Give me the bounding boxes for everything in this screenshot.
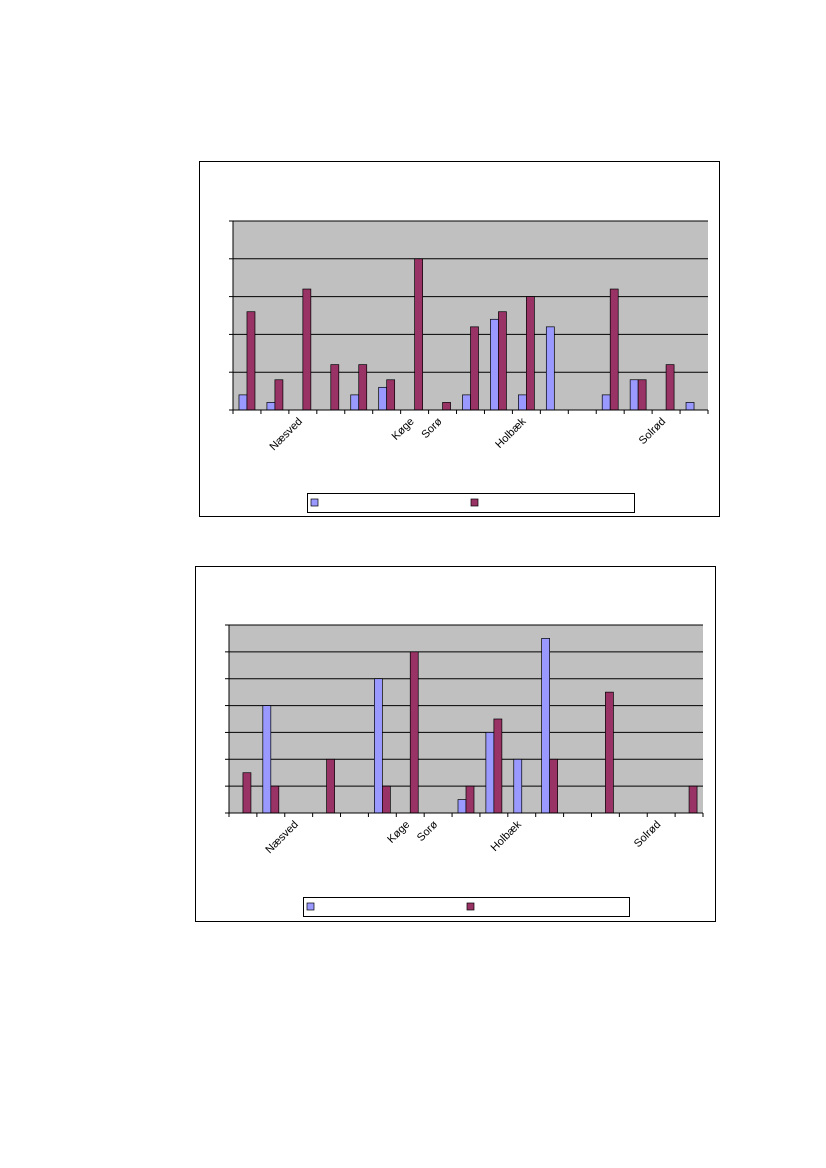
bar [358, 364, 368, 411]
bar [374, 678, 383, 814]
bar [601, 394, 611, 411]
bar [526, 296, 535, 411]
legend-box [303, 897, 630, 917]
bar [270, 785, 280, 814]
bar [238, 394, 248, 411]
bar [513, 758, 523, 814]
bar [545, 326, 555, 411]
plot-area [229, 625, 703, 813]
legend-swatch [306, 902, 315, 911]
bar [541, 638, 550, 814]
bar [274, 379, 284, 411]
bar [350, 394, 360, 411]
bar [242, 772, 252, 814]
bar [688, 785, 698, 814]
bar [518, 394, 527, 411]
legend-swatch [310, 498, 319, 507]
legend-swatch [470, 498, 479, 507]
bar [498, 311, 507, 411]
bar [382, 785, 391, 814]
bar [685, 402, 695, 411]
bar [246, 311, 256, 411]
bar [442, 402, 451, 411]
bar [326, 758, 335, 814]
bar [490, 318, 499, 411]
bar [629, 379, 639, 411]
bar [462, 394, 471, 411]
bar [414, 258, 423, 411]
bar [386, 379, 396, 411]
bar [493, 718, 503, 814]
bar [665, 364, 675, 411]
bar [457, 799, 467, 814]
bar [330, 364, 340, 411]
bar [465, 785, 475, 814]
bar [470, 326, 479, 411]
bar [605, 691, 614, 814]
bar [302, 288, 312, 411]
bar [266, 402, 276, 411]
legend-swatch [466, 902, 475, 911]
bar [262, 705, 272, 814]
bar [485, 732, 495, 814]
bar [637, 379, 647, 411]
bar [409, 651, 419, 814]
bar [609, 288, 619, 411]
bar [549, 758, 558, 814]
bar [378, 386, 388, 411]
